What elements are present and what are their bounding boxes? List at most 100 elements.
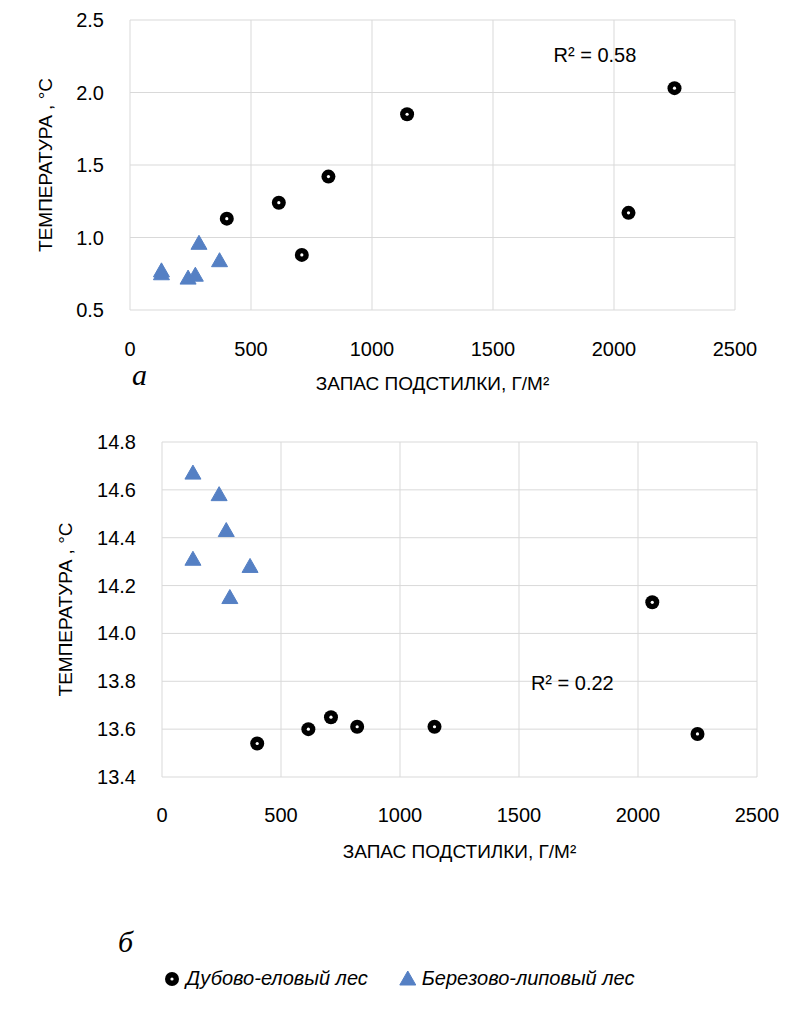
y-tick-label: 14.2 [97, 575, 136, 597]
x-tick-label: 1500 [471, 338, 516, 360]
x-grid-line [130, 20, 131, 310]
legend-entry: Дубово-еловый лес [184, 967, 368, 989]
x-tick-label: 500 [264, 804, 297, 826]
scatter-point [400, 107, 414, 121]
x-grid-line [281, 442, 282, 777]
y-axis-title: ТЕМПЕРАТУРА , °C [55, 523, 76, 697]
triangle [191, 235, 207, 249]
circle-dot [327, 175, 330, 178]
scatter-point [668, 81, 682, 95]
x-grid-line [735, 20, 736, 310]
circle [295, 248, 309, 262]
circle [250, 737, 264, 751]
scatter-point [153, 266, 169, 280]
y-tick-label: 2.5 [76, 9, 104, 31]
x-tick-label: 1000 [378, 804, 423, 826]
chart-panel: 13.413.613.814.014.214.414.614.805001000… [55, 431, 779, 989]
scatter-point [187, 267, 203, 281]
scatter-point [350, 720, 364, 734]
triangle [187, 267, 203, 281]
y-grid-line [162, 442, 757, 443]
scatter-point [191, 235, 207, 249]
scatter-point [242, 558, 258, 572]
x-tick-label: 500 [234, 338, 267, 360]
scatter-point [220, 212, 234, 226]
scatter-point [301, 722, 315, 736]
triangle [185, 465, 201, 479]
circle-dot [673, 87, 676, 90]
y-tick-label: 13.6 [97, 718, 136, 740]
circle [165, 972, 179, 986]
triangle [212, 253, 228, 267]
circle [428, 720, 442, 734]
circle [645, 595, 659, 609]
x-grid-line [493, 20, 494, 310]
y-grid-line [130, 92, 735, 93]
scatter-point [324, 710, 338, 724]
x-grid-line [638, 442, 639, 777]
y-grid-line [162, 537, 757, 538]
scatter-point [622, 206, 636, 220]
legend-entry: Березово-липовый лес [422, 967, 635, 989]
y-tick-label: 13.8 [97, 670, 136, 692]
y-grid-line [130, 20, 735, 21]
y-tick-label: 14.8 [97, 431, 136, 453]
x-grid-line [372, 20, 373, 310]
circle [691, 727, 705, 741]
triangle [400, 971, 416, 985]
panel-label: а [132, 358, 147, 391]
circle-dot [651, 601, 654, 604]
circle [350, 720, 364, 734]
triangle [153, 266, 169, 280]
x-grid-line [251, 20, 252, 310]
figure: 0.51.01.52.02.505001000150020002500ЗАПАС… [0, 0, 789, 1011]
y-grid-line [162, 489, 757, 490]
triangle [242, 558, 258, 572]
x-tick-label: 2000 [616, 804, 661, 826]
plot-area [153, 81, 681, 284]
legend: Дубово-еловый лес Березово-липовый лес [165, 967, 634, 989]
y-tick-label: 1.0 [76, 227, 104, 249]
y-grid-line [162, 681, 757, 682]
y-grid-line [162, 585, 757, 586]
x-tick-label: 0 [124, 338, 135, 360]
circle [220, 212, 234, 226]
circle-dot [170, 977, 173, 980]
x-grid-line [400, 442, 401, 777]
scatter-point [185, 465, 201, 479]
x-axis-title: ЗАПАС ПОДСТИЛКИ, Г/М² [343, 841, 577, 862]
scatter-point [295, 248, 309, 262]
circle-dot [696, 732, 699, 735]
y-grid-line [130, 310, 735, 311]
legend-symbol [165, 972, 179, 986]
plot-area [185, 465, 705, 750]
x-axis-title: ЗАПАС ПОДСТИЛКИ, Г/М² [316, 373, 550, 394]
y-tick-label: 13.4 [97, 766, 136, 788]
x-grid-line [162, 442, 163, 777]
legend-symbol [400, 971, 416, 985]
scatter-point [218, 523, 234, 537]
circle [400, 107, 414, 121]
x-tick-label: 2000 [592, 338, 637, 360]
scatter-point [272, 196, 286, 210]
x-tick-label: 0 [156, 804, 167, 826]
triangle [222, 590, 238, 604]
circle-dot [256, 742, 259, 745]
circle [321, 170, 335, 184]
circle-dot [225, 217, 228, 220]
x-tick-label: 1000 [350, 338, 395, 360]
y-grid-line [162, 633, 757, 634]
x-tick-label: 1500 [497, 804, 542, 826]
circle [668, 81, 682, 95]
circle-dot [300, 253, 303, 256]
circle [324, 710, 338, 724]
scatter-point [645, 595, 659, 609]
x-tick-label: 2500 [713, 338, 758, 360]
y-tick-label: 2.0 [76, 82, 104, 104]
circle-dot [329, 716, 332, 719]
x-grid-line [519, 442, 520, 777]
annotation: R² = 0.22 [531, 672, 614, 694]
triangle [218, 523, 234, 537]
circle-dot [307, 728, 310, 731]
scatter-point [321, 170, 335, 184]
